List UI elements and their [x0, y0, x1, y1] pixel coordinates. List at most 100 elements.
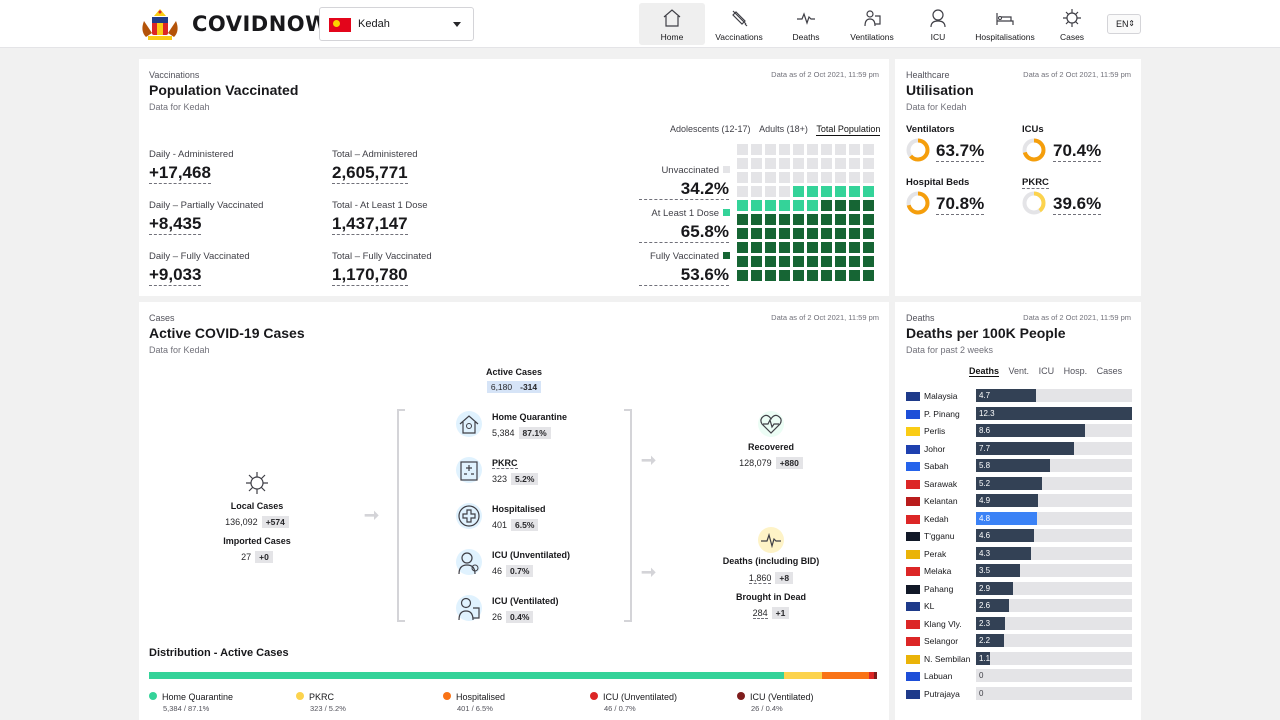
legend-value: 5,384 / 87.1%: [163, 704, 210, 713]
deaths-row[interactable]: Sabah 5.8: [906, 459, 1132, 473]
waffle-cell: [751, 242, 762, 253]
deaths-bar-value: 2.6: [979, 601, 991, 610]
distribution-segment[interactable]: [869, 672, 875, 679]
arrow-right-icon: ➞: [364, 505, 380, 525]
distribution-segment[interactable]: [783, 672, 822, 679]
legend-dot: [443, 692, 451, 700]
language-select[interactable]: EN: [1107, 14, 1141, 34]
deaths-row[interactable]: Malaysia 4.7: [906, 389, 1132, 403]
deaths-row[interactable]: P. Pinang 12.3: [906, 406, 1132, 421]
malaysia-coat-of-arms-logo[interactable]: [138, 7, 182, 41]
stat-label: Total – Administered: [332, 149, 418, 160]
distribution-segment[interactable]: [149, 672, 784, 679]
waffle-value[interactable]: 65.8%: [639, 222, 729, 243]
nav-deaths[interactable]: Deaths: [773, 3, 839, 45]
stat-value[interactable]: +17,468: [149, 163, 211, 184]
tab-deaths[interactable]: Deaths: [969, 366, 1000, 377]
tab-cases[interactable]: Cases: [1096, 366, 1123, 376]
stat-value[interactable]: +9,033: [149, 265, 202, 286]
legend-value: 46 / 0.7%: [604, 704, 636, 713]
tab-total-population[interactable]: Total Population: [816, 124, 881, 136]
bar-track: 5.8: [976, 459, 1132, 472]
waffle-cell: [779, 214, 790, 225]
nav-vaccinations[interactable]: Vaccinations: [705, 3, 773, 45]
waffle-cell: [835, 228, 846, 239]
recovered-label: Recovered: [747, 442, 795, 452]
deaths-row[interactable]: Johor 7.7: [906, 441, 1132, 456]
legend-dot: [149, 692, 157, 700]
tab-hosp[interactable]: Hosp.: [1063, 366, 1088, 376]
state-flag-icon: [906, 409, 920, 419]
stat-value[interactable]: 2,605,771: [332, 163, 408, 184]
legend-dot: [737, 692, 745, 700]
util-value[interactable]: 63.7%: [936, 141, 985, 162]
cases-asof: Data as of 2 Oct 2021, 11:59 pm: [771, 313, 879, 322]
nav-icu[interactable]: ICU: [905, 3, 971, 45]
distribution-segment[interactable]: [821, 672, 870, 679]
state-flag-icon: [906, 567, 920, 576]
flow-label-pkrc[interactable]: PKRC: [492, 458, 518, 469]
nav-vaccinations-label: Vaccinations: [715, 32, 763, 42]
heart-pulse-icon: [758, 411, 784, 437]
bar-track: 1.1: [976, 651, 1132, 665]
deaths-row[interactable]: Kedah 4.8: [906, 511, 1132, 526]
state-select[interactable]: Kedah: [319, 7, 474, 41]
stat-value[interactable]: +8,435: [149, 214, 202, 235]
deaths-row[interactable]: Labuan 0: [906, 669, 1132, 683]
deaths-row[interactable]: Putrajaya 0: [906, 686, 1132, 701]
nav-hospitalisations[interactable]: Hospitalisations: [971, 3, 1039, 45]
nav-icu-label: ICU: [930, 32, 946, 42]
deaths-row[interactable]: Kelantan 4.9: [906, 494, 1132, 508]
waffle-cell: [793, 200, 804, 211]
tab-vent[interactable]: Vent.: [1008, 366, 1030, 376]
waffle-cell: [751, 172, 762, 183]
deaths-row[interactable]: N. Sembilan 1.1: [906, 651, 1132, 666]
util-label[interactable]: PKRC: [1022, 177, 1049, 189]
stat-value[interactable]: 1,170,780: [332, 265, 408, 286]
legend-label: ICU (Ventilated): [750, 692, 814, 702]
nav-cases[interactable]: Cases: [1039, 3, 1105, 45]
deaths-row[interactable]: Klang Vly. 2.3: [906, 616, 1132, 631]
waffle-cell: [821, 214, 832, 225]
stat-value[interactable]: 1,437,147: [332, 214, 408, 235]
state-name: Selangor: [924, 636, 959, 646]
deaths-row[interactable]: Perak 4.3: [906, 546, 1132, 561]
bar-track: 4.7: [976, 389, 1132, 402]
deaths-row[interactable]: Perlis 8.6: [906, 424, 1132, 438]
waffle-cell: [835, 144, 846, 155]
nav-ventilations[interactable]: Ventilations: [839, 3, 905, 45]
deaths-row[interactable]: Selangor 2.2: [906, 634, 1132, 648]
util-value[interactable]: 39.6%: [1053, 194, 1102, 215]
util-value[interactable]: 70.8%: [936, 194, 985, 215]
waffle-value[interactable]: 53.6%: [639, 265, 729, 286]
deaths-row[interactable]: T'gganu 4.6: [906, 529, 1132, 543]
brand-title[interactable]: COVIDNOW: [192, 12, 329, 36]
icu-patient-icon: [456, 549, 482, 575]
local-cases-row: 136,092 +574: [197, 516, 317, 528]
waffle-cell: [807, 270, 818, 281]
waffle-value[interactable]: 34.2%: [639, 179, 729, 200]
waffle-cell: [737, 256, 748, 267]
deaths-value[interactable]: 1,860: [748, 573, 772, 584]
waffle-cell: [821, 186, 832, 197]
flow-label: ICU (Ventilated): [492, 596, 559, 606]
utilisation-card: [895, 59, 1141, 296]
nav-home[interactable]: Home: [639, 3, 705, 45]
bid-value[interactable]: 284: [752, 608, 768, 619]
tab-adolescents[interactable]: Adolescents (12-17): [670, 124, 751, 134]
waffle-cell: [807, 242, 818, 253]
deaths-row[interactable]: KL 2.6: [906, 599, 1132, 613]
waffle-cell: [835, 158, 846, 169]
active-cases-label: Active Cases: [485, 367, 543, 377]
deaths-row[interactable]: Sarawak 5.2: [906, 476, 1132, 491]
flow-pct: 5.2%: [511, 473, 539, 485]
bar-track: 7.7: [976, 441, 1132, 455]
distribution-segment[interactable]: [874, 672, 878, 679]
syringe-icon: [732, 10, 748, 27]
tab-icu[interactable]: ICU: [1038, 366, 1055, 376]
tab-adults[interactable]: Adults (18+): [759, 124, 808, 134]
deaths-row[interactable]: Melaka 3.5: [906, 564, 1132, 578]
waffle-cell: [807, 256, 818, 267]
util-value[interactable]: 70.4%: [1053, 141, 1102, 162]
deaths-row[interactable]: Pahang 2.9: [906, 581, 1132, 596]
